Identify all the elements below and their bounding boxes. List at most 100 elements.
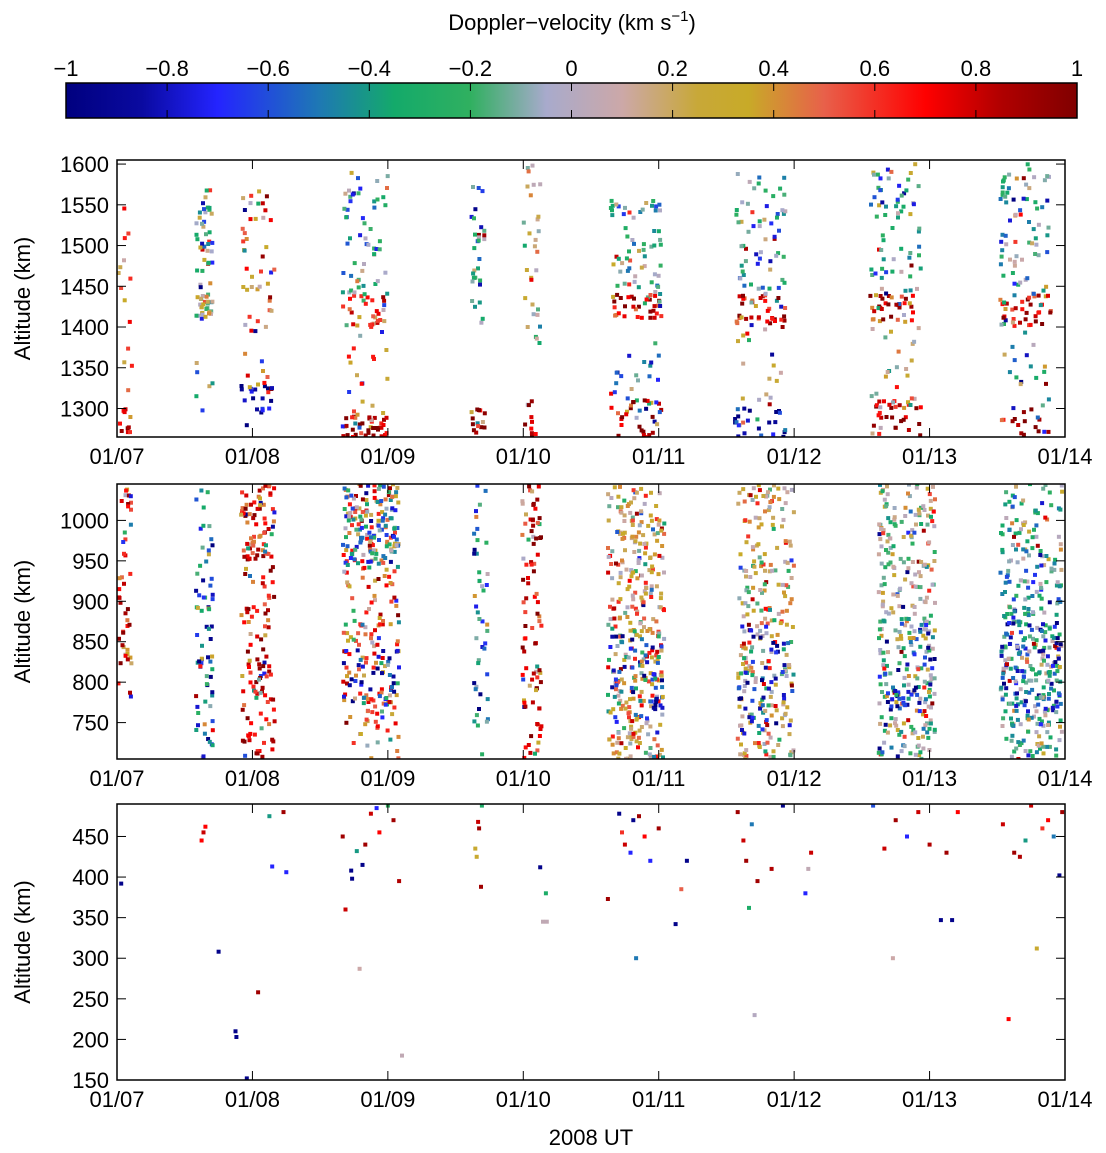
data-point <box>897 706 902 711</box>
data-point <box>789 597 794 602</box>
data-point <box>742 656 747 661</box>
data-point <box>390 712 395 717</box>
data-point <box>1057 584 1062 589</box>
data-point <box>535 675 540 680</box>
data-point <box>351 517 356 522</box>
data-point <box>787 723 792 728</box>
data-point <box>930 646 935 651</box>
data-point <box>349 170 354 175</box>
data-point <box>264 674 269 679</box>
data-point <box>249 285 254 289</box>
data-point <box>1047 670 1052 674</box>
data-point <box>785 490 790 495</box>
data-point <box>896 645 901 650</box>
data-point <box>204 682 209 687</box>
data-point <box>656 634 661 639</box>
data-point <box>522 243 527 248</box>
data-point <box>879 415 884 420</box>
data-point <box>368 559 373 564</box>
data-point <box>761 682 766 686</box>
data-point <box>905 834 909 839</box>
data-point <box>913 584 918 589</box>
data-point <box>341 271 346 275</box>
data-point <box>648 309 653 314</box>
data-point <box>776 743 781 747</box>
data-point <box>643 591 648 596</box>
data-point <box>379 558 384 563</box>
x-tick-label: 01/08 <box>225 766 280 791</box>
data-point <box>476 661 481 666</box>
data-point <box>1027 690 1032 695</box>
data-point <box>470 279 475 284</box>
data-point <box>254 695 259 700</box>
data-point <box>654 653 659 658</box>
data-point <box>916 667 921 672</box>
data-point <box>1032 714 1036 719</box>
x-tick-label: 01/11 <box>632 444 685 469</box>
data-point <box>471 185 475 189</box>
data-point <box>998 197 1003 201</box>
data-point <box>768 321 773 326</box>
data-point <box>788 753 793 758</box>
data-point <box>365 536 370 541</box>
data-point <box>360 497 365 502</box>
data-point <box>630 637 635 642</box>
data-point <box>618 597 623 602</box>
data-point <box>128 694 133 699</box>
data-point <box>746 534 751 539</box>
data-point <box>649 655 654 660</box>
data-point <box>1014 547 1018 552</box>
x-tick-label: 01/07 <box>89 766 144 791</box>
data-point <box>618 667 623 672</box>
data-point <box>912 652 917 657</box>
data-point <box>482 425 487 430</box>
data-point <box>1041 723 1046 728</box>
data-point <box>622 281 627 286</box>
data-point <box>927 629 932 634</box>
data-point <box>1018 208 1023 213</box>
data-point <box>874 403 879 408</box>
data-point <box>642 542 647 546</box>
data-point <box>741 420 746 425</box>
data-point <box>476 186 481 190</box>
data-point <box>122 236 127 241</box>
data-point <box>1007 172 1012 177</box>
data-point <box>363 513 368 518</box>
data-point <box>649 490 653 495</box>
data-point <box>879 583 884 588</box>
data-point <box>373 282 378 286</box>
data-point <box>1012 534 1016 539</box>
data-point <box>921 734 925 739</box>
data-point <box>1019 527 1023 532</box>
data-point <box>369 525 374 530</box>
data-point <box>1007 621 1012 625</box>
data-point <box>633 569 638 574</box>
data-point <box>207 384 212 389</box>
data-point <box>382 298 387 303</box>
data-point <box>658 304 663 308</box>
data-point <box>1052 635 1056 640</box>
data-point <box>380 671 384 676</box>
data-point <box>1004 665 1009 670</box>
data-point <box>918 433 923 437</box>
data-point <box>915 676 920 681</box>
data-point <box>267 406 272 411</box>
data-point <box>394 537 399 542</box>
data-point <box>393 530 397 535</box>
data-point <box>651 199 656 203</box>
data-point <box>241 196 246 201</box>
data-point <box>919 756 924 759</box>
data-point <box>782 486 787 491</box>
data-point <box>349 288 354 293</box>
data-point <box>789 487 794 492</box>
data-point <box>201 302 206 307</box>
data-point <box>474 854 479 859</box>
data-point <box>366 428 371 433</box>
data-point <box>780 208 785 213</box>
data-point <box>348 635 353 640</box>
data-point <box>755 879 760 884</box>
data-point <box>544 919 549 924</box>
data-point <box>385 376 390 381</box>
data-point <box>122 298 127 303</box>
data-point <box>742 731 747 736</box>
